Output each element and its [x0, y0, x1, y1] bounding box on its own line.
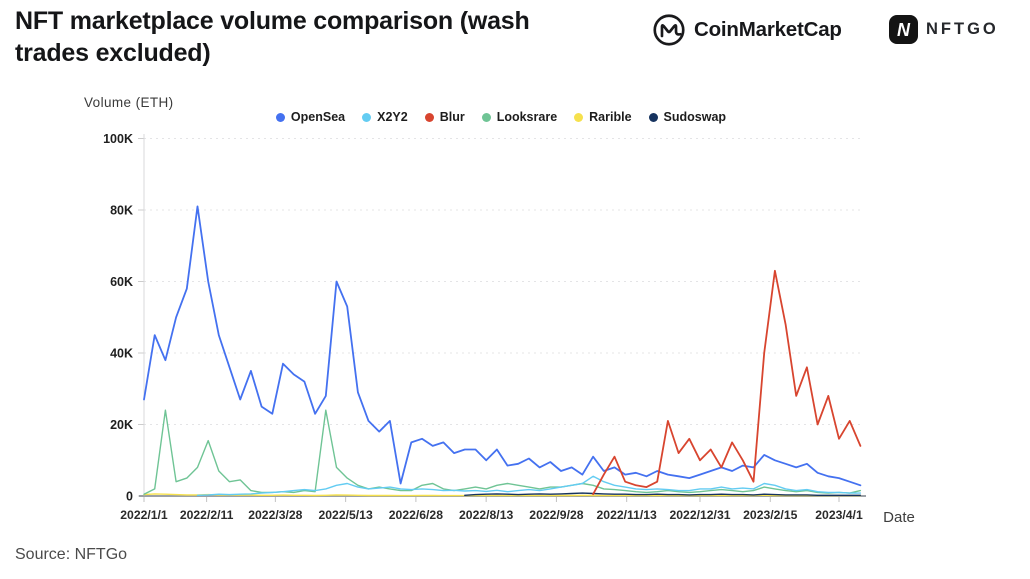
legend-label: OpenSea	[290, 110, 346, 124]
legend-dot	[362, 112, 372, 122]
legend-item-blur: Blur	[424, 110, 465, 124]
coinmarketcap-wordmark: CoinMarketCap	[694, 18, 842, 41]
legend-dot	[481, 112, 491, 122]
y-tick-label: 60K	[110, 275, 133, 289]
x-tick-label: 2022/5/13	[319, 508, 373, 522]
series-line-sudoswap	[464, 492, 862, 496]
y-tick-label: 40K	[110, 346, 133, 360]
coinmarketcap-icon	[653, 14, 685, 46]
chart-legend: OpenSea X2Y2 Blur Looksrare Rarible Sudoswap	[140, 110, 862, 124]
nftgo-wordmark: NFTGO	[926, 20, 999, 38]
x-tick-label: 2022/12/31	[670, 508, 731, 522]
legend-item-rarible: Rarible	[574, 110, 632, 124]
legend-label: Blur	[439, 110, 465, 124]
volume-line-chart: 0 20K 40K 60K 80K 100K 2022/1/1 2022/2/11 2022/3…	[103, 132, 915, 526]
y-axis-title: Volume (ETH)	[84, 95, 174, 110]
nftgo-icon-letter: N	[897, 19, 910, 40]
legend-item-opensea: OpenSea	[275, 110, 346, 124]
legend-item-x2y2: X2Y2	[362, 110, 408, 124]
x-tick-label: 2022/9/28	[529, 508, 583, 522]
x-tick-label: 2022/8/13	[459, 508, 513, 522]
legend-dot	[648, 112, 658, 122]
legend-label: X2Y2	[377, 110, 408, 124]
series-line-opensea	[143, 205, 862, 487]
x-axis-title: Date	[883, 509, 915, 526]
nftgo-icon: N	[889, 15, 918, 44]
x-tick-label: 2023/4/1	[815, 508, 863, 522]
coinmarketcap-logo: CoinMarketCap	[652, 13, 842, 47]
legend-item-looksrare: Looksrare	[481, 110, 558, 124]
source-caption: Source: NFTGo	[15, 546, 128, 563]
legend-label: Sudoswap	[663, 110, 727, 124]
legend-dot	[424, 112, 434, 122]
x-tick-label: 2022/6/28	[389, 508, 443, 522]
legend-dot	[275, 112, 285, 122]
y-tick-label: 100K	[103, 132, 133, 146]
series-line-x2y2	[196, 475, 862, 496]
x-tick-label: 2022/11/13	[597, 508, 658, 522]
x-tick-label: 2023/2/15	[743, 508, 797, 522]
legend-item-sudoswap: Sudoswap	[648, 110, 727, 124]
x-tick-label: 2022/1/1	[120, 508, 168, 522]
nftgo-logo: N NFTGO	[889, 15, 999, 44]
legend-label: Looksrare	[496, 110, 558, 124]
y-tick-label: 20K	[110, 418, 133, 432]
y-tick-label: 0	[126, 489, 133, 503]
legend-dot	[574, 112, 584, 122]
legend-label: Rarible	[589, 110, 632, 124]
series-line-rarible	[143, 493, 862, 497]
x-tick-label: 2022/2/11	[180, 508, 234, 522]
y-tick-label: 80K	[110, 203, 133, 217]
series-line-blur	[592, 269, 862, 496]
page-title: NFT marketplace volume comparison (wash …	[15, 7, 530, 67]
x-tick-label: 2022/3/28	[248, 508, 302, 522]
